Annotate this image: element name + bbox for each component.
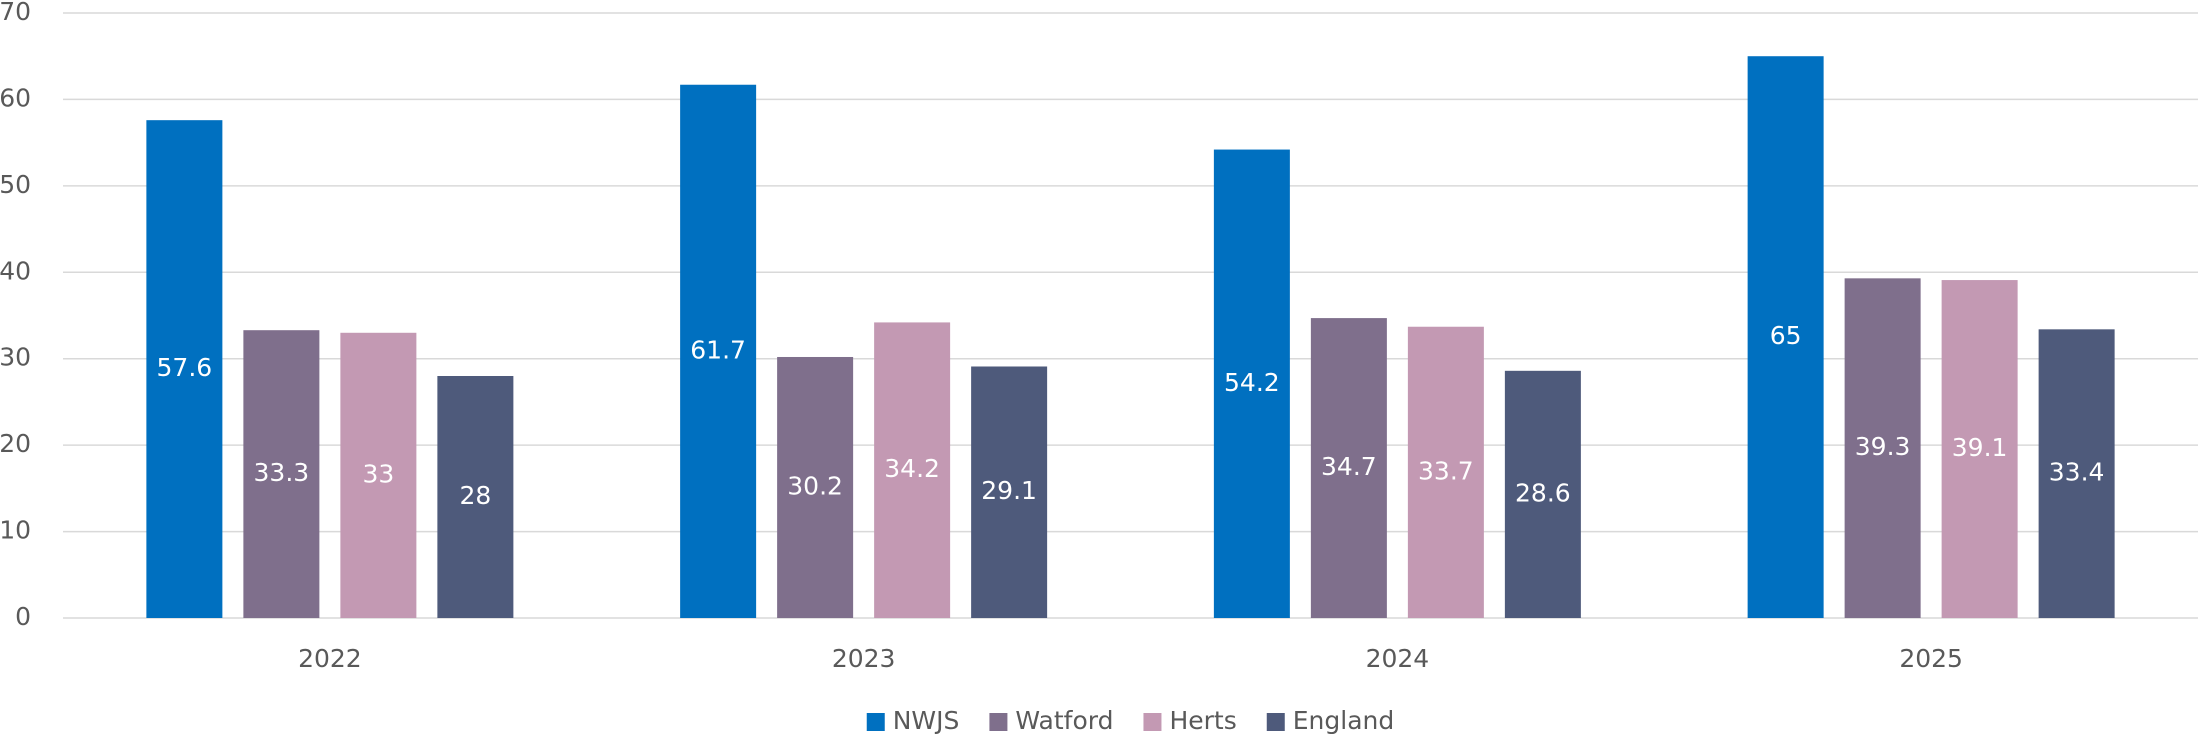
bar — [1504, 370, 1581, 618]
y-tick-label: 10 — [0, 516, 31, 545]
data-label: 30.2 — [787, 471, 843, 500]
data-label: 61.7 — [690, 335, 746, 364]
bar — [340, 332, 417, 618]
data-label: 39.1 — [1952, 433, 2008, 462]
bar — [437, 376, 514, 618]
data-label: 29.1 — [981, 476, 1037, 505]
bar — [1213, 149, 1290, 619]
bar — [243, 330, 320, 618]
y-tick-label: 50 — [0, 170, 31, 199]
data-label: 28 — [459, 481, 491, 510]
x-tick-label: 2025 — [1899, 644, 1963, 673]
legend-swatch — [1266, 713, 1285, 731]
y-tick-label: 70 — [0, 0, 31, 26]
data-label: 34.7 — [1321, 452, 1377, 481]
data-label: 57.6 — [157, 353, 213, 382]
legend-swatch — [1143, 713, 1162, 731]
y-tick-label: 40 — [0, 256, 31, 285]
y-tick-label: 30 — [0, 343, 31, 372]
bar — [1941, 280, 2018, 618]
legend-label: Herts — [1169, 706, 1236, 735]
bar — [971, 366, 1048, 618]
legend-swatch — [866, 713, 885, 731]
x-tick-label: 2024 — [1366, 644, 1430, 673]
bar — [777, 356, 854, 618]
data-label: 33.4 — [2049, 458, 2105, 487]
legend-label: NWJS — [893, 706, 960, 735]
data-label: 34.2 — [884, 454, 940, 483]
data-label: 28.6 — [1515, 478, 1571, 507]
data-label: 33.3 — [254, 458, 310, 487]
bar — [874, 322, 951, 618]
y-tick-label: 0 — [15, 602, 31, 631]
bar — [1310, 318, 1387, 618]
legend-label: England — [1293, 706, 1395, 735]
x-tick-label: 2023 — [832, 644, 896, 673]
bar — [1407, 326, 1484, 618]
legend-swatch — [989, 713, 1008, 731]
x-tick-label: 2022 — [298, 644, 362, 673]
y-tick-label: 60 — [0, 83, 31, 112]
legend-label: Watford — [1015, 706, 1113, 735]
bar — [1747, 56, 1824, 618]
data-label: 33.7 — [1418, 456, 1474, 485]
data-label: 33 — [362, 459, 394, 488]
bar — [146, 120, 223, 619]
data-label: 54.2 — [1224, 368, 1280, 397]
y-tick-label: 20 — [0, 429, 31, 458]
data-label: 39.3 — [1855, 432, 1911, 461]
bar — [680, 84, 757, 618]
data-label: 65 — [1770, 321, 1802, 350]
bar — [1844, 278, 1921, 618]
bar — [2038, 329, 2115, 618]
